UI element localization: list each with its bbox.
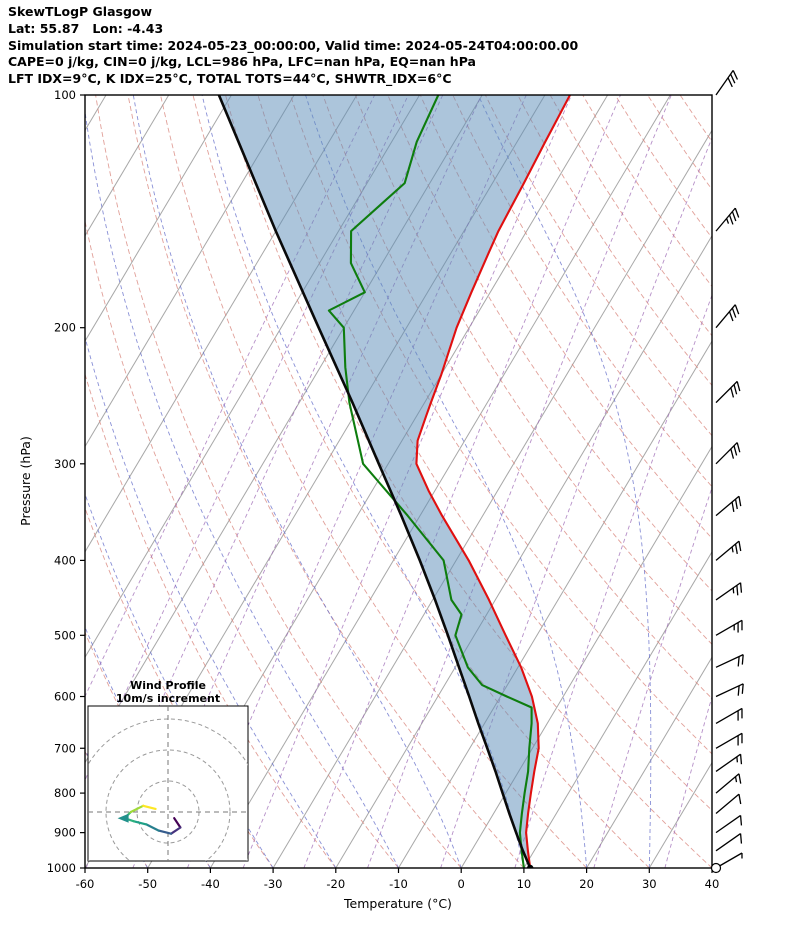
page-title: SkewTLogP Glasgow [8, 4, 153, 19]
indices-line-1: CAPE=0 j/kg, CIN=0 j/kg, LCL=986 hPa, LF… [8, 54, 476, 70]
location-line: Lat: 55.87 Lon: -4.43 [8, 20, 164, 36]
y-tick-label: 200 [54, 321, 76, 335]
hodograph-segment [142, 804, 157, 811]
x-tick-label: -40 [201, 877, 220, 891]
parcel-curve [217, 95, 532, 868]
cin-shaded-area [218, 95, 570, 868]
y-tick-label: 500 [54, 628, 76, 642]
shaded-region [218, 95, 570, 868]
hodograph-segment [157, 829, 173, 835]
hodograph-segment [173, 817, 182, 829]
y-tick-label: 900 [54, 826, 76, 840]
hodograph-segment [145, 823, 160, 832]
x-axis-label: Temperature (°C) [343, 896, 452, 911]
hodograph-ring [105, 749, 231, 861]
hodograph-segment [170, 826, 182, 835]
x-tick-label: -20 [326, 877, 345, 891]
dewpoint-curve [327, 95, 533, 868]
x-tick-label: -10 [389, 877, 408, 891]
y-tick-label: 600 [54, 690, 76, 704]
temperature-curve [415, 95, 571, 868]
indices-line-2: LFT IDX=9°C, K IDX=25°C, TOTAL TOTS=44°C… [8, 71, 452, 87]
inset-title-line-2: 10m/s increment [116, 692, 220, 705]
hodograph-segment [132, 820, 148, 826]
inset-title-line-1: Wind Profile [130, 679, 206, 692]
time-line: Simulation start time: 2024-05-23_00:00:… [8, 37, 579, 53]
x-tick-label: 40 [705, 877, 720, 891]
y-tick-label: 400 [54, 553, 76, 567]
y-tick-label: 1000 [47, 861, 76, 875]
hodograph-inset: Wind Profile 10m/s increment [87, 679, 249, 862]
y-axis-label: Pressure (hPa) [18, 436, 33, 526]
y-tick-label: 300 [54, 457, 76, 471]
x-tick-label: -30 [264, 877, 283, 891]
x-tick-label: -60 [76, 877, 95, 891]
hodograph-arrowhead [117, 813, 129, 823]
wind-barb-column [710, 70, 744, 874]
x-tick-label: 30 [642, 877, 657, 891]
x-tick-label: 20 [579, 877, 594, 891]
x-tick-label: 0 [458, 877, 465, 891]
hodograph-segment [129, 804, 145, 814]
y-tick-label: 700 [54, 741, 76, 755]
surface-station-circle [710, 862, 722, 874]
x-tick-label: -50 [138, 877, 157, 891]
y-tick-label: 100 [54, 88, 76, 102]
hodograph-frame [87, 705, 249, 862]
header: SkewTLogP Glasgow Lat: 55.87 Lon: -4.43 … [8, 4, 578, 88]
y-tick-label: 800 [54, 786, 76, 800]
x-tick-label: 10 [517, 877, 532, 891]
background-lines [85, 95, 712, 868]
surface-parcel-marker [527, 864, 534, 868]
hodograph-body [88, 706, 248, 861]
sounding-profiles [217, 95, 571, 868]
